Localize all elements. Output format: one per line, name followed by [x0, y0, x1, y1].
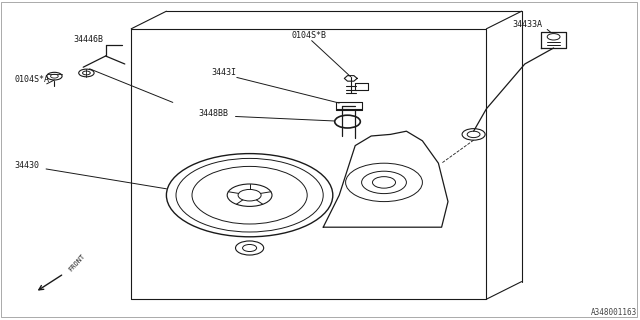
Text: 3448BB: 3448BB — [198, 109, 228, 118]
Text: A348001163: A348001163 — [591, 308, 637, 317]
Text: 0104S*A: 0104S*A — [14, 75, 49, 84]
Text: 34430: 34430 — [14, 161, 39, 170]
Text: 3443I: 3443I — [211, 68, 236, 77]
Text: 34446B: 34446B — [74, 35, 104, 44]
Text: 34433A: 34433A — [512, 20, 542, 29]
Text: FRONT: FRONT — [67, 253, 86, 273]
Text: 0104S*B: 0104S*B — [291, 31, 326, 40]
